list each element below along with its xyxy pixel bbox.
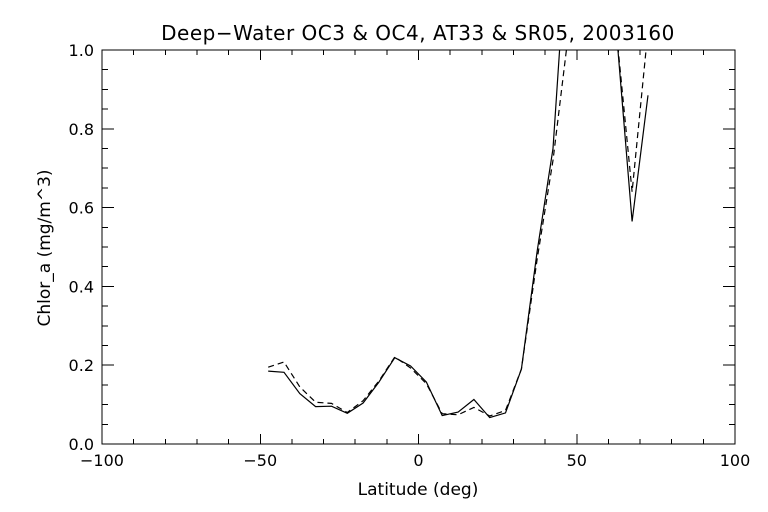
x-tick-label: −50 [243, 451, 277, 470]
x-axis-label: Latitude (deg) [358, 480, 479, 500]
chart-title: Deep−Water OC3 & OC4, AT33 & SR05, 20031… [161, 21, 675, 45]
x-tick-label: 0 [413, 451, 423, 470]
plot-area [268, 50, 649, 419]
y-tick-label: 0.4 [69, 277, 94, 296]
y-tick-label: 0.6 [69, 199, 94, 218]
x-tick-label: 50 [567, 451, 587, 470]
x-tick-label: −100 [80, 451, 124, 470]
series-line-solid [268, 50, 649, 419]
y-tick-label: 1.0 [69, 41, 94, 60]
y-tick-label: 0.0 [69, 435, 94, 454]
plot-frame [101, 49, 736, 445]
x-tick-label: 100 [720, 451, 751, 470]
y-axis-label: Chlor_a (mg/m^3) [35, 169, 55, 326]
series-line-dashed [268, 50, 647, 417]
axes: −100 −50 0 50 100 0.0 0.2 0.4 0.6 0.8 1.0 [69, 41, 751, 470]
y-tick-label: 0.8 [69, 120, 94, 139]
y-tick-label: 0.2 [69, 356, 94, 375]
